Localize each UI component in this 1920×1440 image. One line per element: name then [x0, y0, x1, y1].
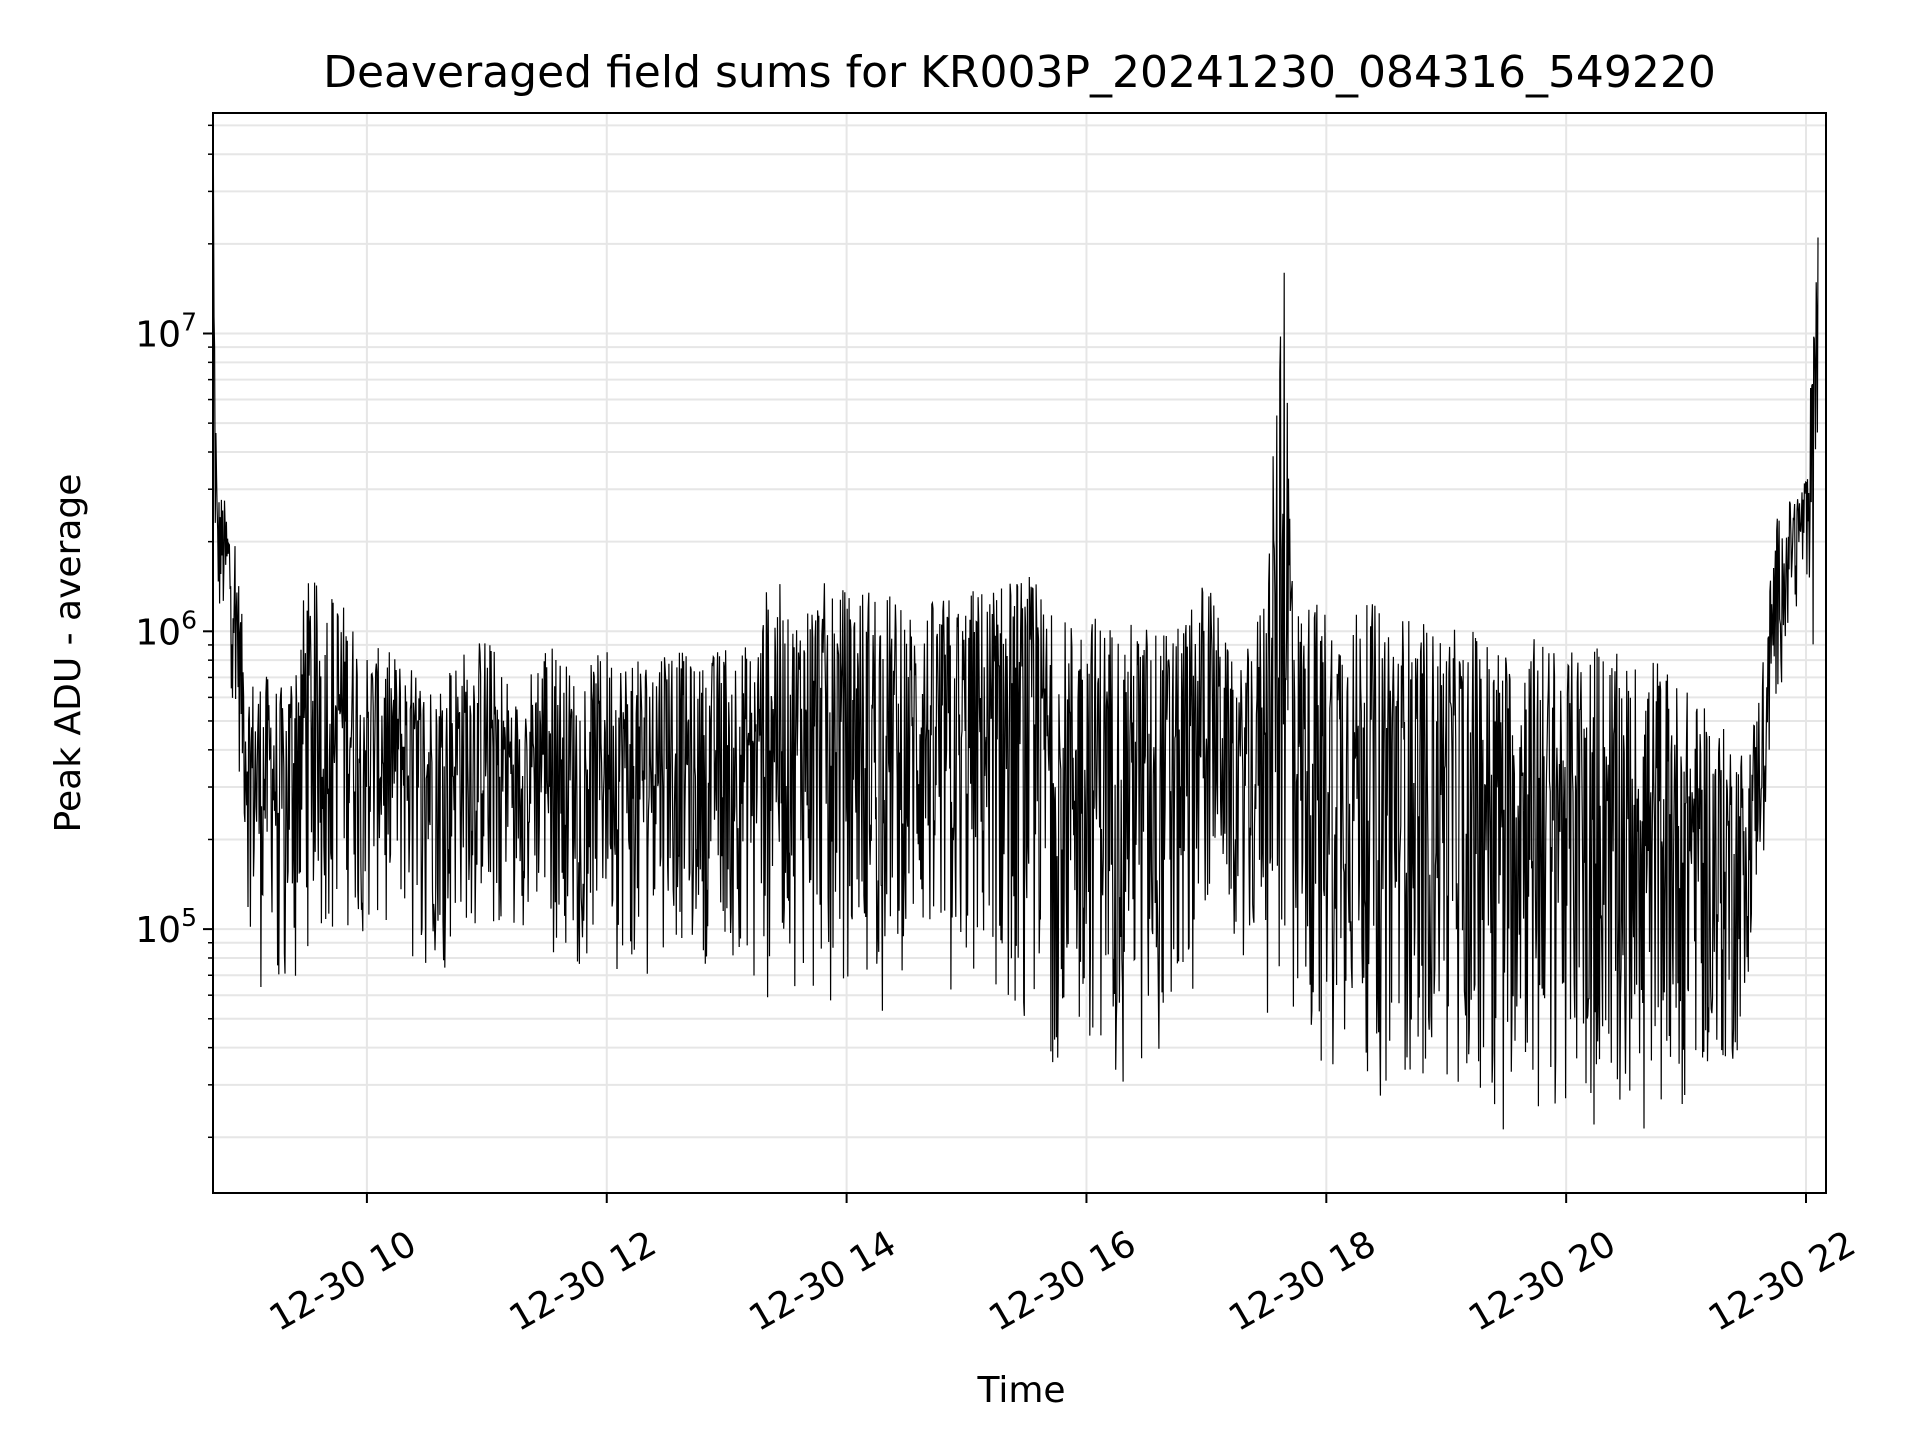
y-tick-label: 105: [135, 903, 197, 951]
y-tick-label: 107: [135, 307, 197, 355]
x-axis-label: Time: [976, 1370, 1065, 1411]
chart-title: Deaveraged field sums for KR003P_2024123…: [323, 47, 1716, 98]
series-path: [213, 171, 1819, 1130]
y-axis-label: Peak ADU - average: [48, 474, 89, 833]
plot-frame: [212, 112, 1827, 1194]
y-tick-label: 106: [135, 605, 197, 653]
series-line: [213, 171, 1819, 1130]
